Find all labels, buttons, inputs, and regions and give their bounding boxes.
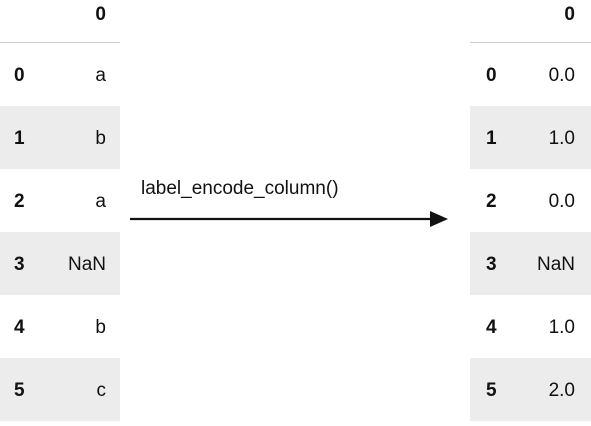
table-row: 5 c xyxy=(0,358,120,421)
column-header: 0 xyxy=(95,4,106,25)
row-index: 2 xyxy=(486,191,497,212)
row-index: 3 xyxy=(14,254,25,275)
cell-value: 1.0 xyxy=(548,128,575,149)
row-index: 3 xyxy=(486,254,497,275)
table-row: 2 a xyxy=(0,169,120,232)
cell-value: a xyxy=(95,65,106,86)
table-row: 5 2.0 xyxy=(470,358,591,421)
row-index: 1 xyxy=(14,128,25,149)
table-row: 3 NaN xyxy=(470,232,591,295)
input-dataframe: 0 0 a 1 b 2 a 3 NaN 4 b 5 c xyxy=(0,0,120,421)
cell-value: NaN xyxy=(67,254,106,275)
row-index: 4 xyxy=(14,317,25,338)
table-header: 0 xyxy=(0,0,120,43)
cell-value: 0.0 xyxy=(548,65,575,86)
cell-value: c xyxy=(96,380,107,401)
column-header: 0 xyxy=(564,4,575,25)
output-dataframe: 0 0 0.0 1 1.0 2 0.0 3 NaN 4 1.0 5 2.0 xyxy=(470,0,591,421)
table-row: 4 1.0 xyxy=(470,295,591,358)
table-row: 4 b xyxy=(0,295,120,358)
table-row: 2 0.0 xyxy=(470,169,591,232)
row-index: 5 xyxy=(486,380,497,401)
cell-value: 0.0 xyxy=(548,191,575,212)
right-arrow-icon xyxy=(130,211,448,227)
table-row: 3 NaN xyxy=(0,232,120,295)
row-index: 5 xyxy=(14,380,25,401)
cell-value: b xyxy=(95,317,106,338)
row-index: 0 xyxy=(14,65,25,86)
table-row: 0 0.0 xyxy=(470,43,591,106)
row-index: 1 xyxy=(486,128,497,149)
row-index: 0 xyxy=(486,65,497,86)
cell-value: a xyxy=(95,191,106,212)
table-row: 1 1.0 xyxy=(470,106,591,169)
table-row: 1 b xyxy=(0,106,120,169)
table-row: 0 a xyxy=(0,43,120,106)
row-index: 2 xyxy=(14,191,25,212)
cell-value: NaN xyxy=(536,254,575,275)
row-index: 4 xyxy=(486,317,497,338)
cell-value: 2.0 xyxy=(548,380,575,401)
table-header: 0 xyxy=(470,0,591,43)
cell-value: 1.0 xyxy=(548,317,575,338)
cell-value: b xyxy=(95,128,106,149)
transform-label: label_encode_column() xyxy=(141,178,339,199)
